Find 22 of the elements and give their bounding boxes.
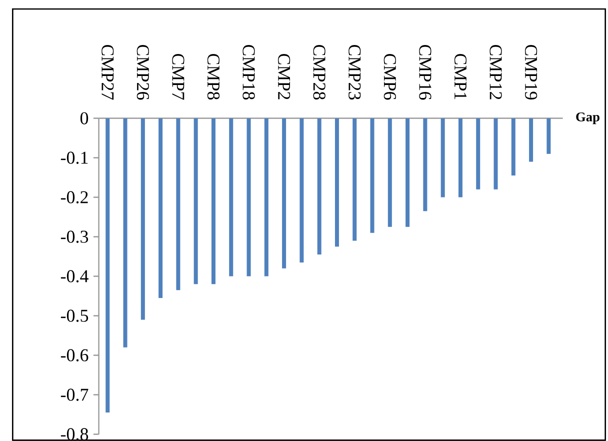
x-tick-label: CMP6 (384, 54, 396, 100)
x-tick-label: CMP23 (348, 44, 361, 100)
y-tick-label: -0.2 (60, 191, 88, 204)
x-tick-label: CMP8 (207, 54, 220, 100)
x-tick-label: CMP26 (136, 44, 149, 100)
y-tick-label: -0.6 (60, 349, 88, 362)
y-tick-label: -0.1 (60, 152, 88, 164)
x-tick-label: CMP7 (172, 54, 184, 100)
x-tick-label: CMP19 (525, 44, 538, 100)
y-tick-label: -0.4 (60, 270, 88, 282)
x-tick-label: CMP28 (313, 44, 326, 100)
y-tick-label: -0.5 (60, 310, 88, 322)
x-tick-label: CMP27 (102, 44, 114, 100)
x-tick-label: CMP18 (242, 44, 255, 100)
x-tick-label: CMP16 (419, 44, 432, 100)
y-tick-label: -0.7 (60, 388, 88, 401)
x-axis-title: Gap (576, 112, 600, 124)
y-tick-label: 0 (80, 112, 88, 124)
x-tick-label: CMP12 (490, 44, 502, 100)
x-tick-label: CMP2 (278, 54, 290, 100)
y-tick-label: -0.3 (60, 230, 88, 243)
x-tick-label: CMP1 (454, 54, 467, 100)
